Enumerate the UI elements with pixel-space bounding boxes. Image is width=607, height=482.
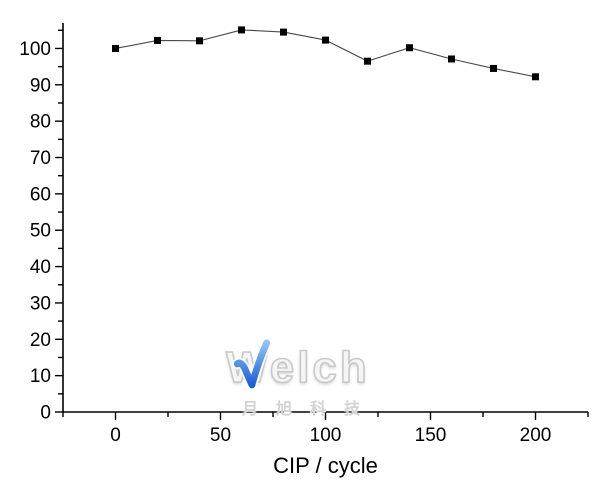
series-marker (112, 44, 119, 52)
series-marker (532, 73, 539, 81)
series-marker (280, 28, 287, 36)
y-tick-label: 100 (19, 39, 51, 60)
x-tick-label: 200 (520, 425, 552, 446)
y-tick-label: 90 (30, 75, 51, 96)
series-marker (364, 57, 371, 65)
x-tick-label: 100 (310, 425, 342, 446)
x-tick-label: 0 (110, 425, 121, 446)
y-tick-label: 10 (30, 366, 51, 387)
x-tick-label: 50 (210, 425, 231, 446)
series-marker (490, 64, 497, 72)
y-tick-label: 80 (30, 112, 51, 133)
y-tick-label: 40 (30, 257, 51, 278)
y-tick-label: 50 (30, 221, 51, 242)
series-marker (196, 37, 203, 45)
x-axis-title: CIP / cycle (273, 453, 378, 478)
y-tick-label: 70 (30, 148, 51, 169)
y-tick-label: 0 (40, 403, 51, 424)
series-marker (406, 44, 413, 52)
y-tick-label: 60 (30, 184, 51, 205)
series-marker (448, 55, 455, 63)
series-marker (154, 36, 161, 44)
y-tick-label: 30 (30, 293, 51, 314)
series-marker (322, 36, 329, 44)
x-tick-label: 150 (415, 425, 447, 446)
y-tick-label: 20 (30, 330, 51, 351)
series-marker (238, 26, 245, 34)
